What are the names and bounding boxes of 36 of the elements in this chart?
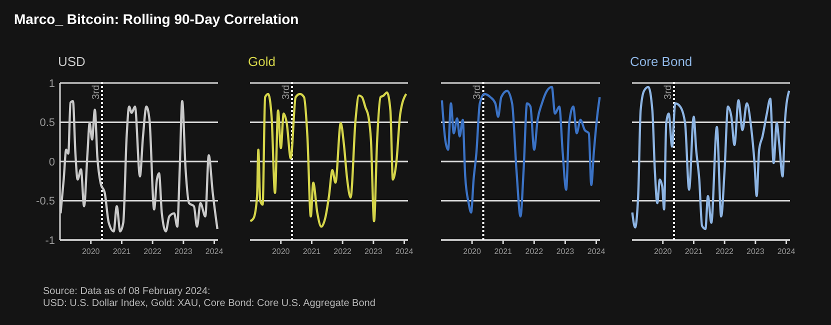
x-tick-label: 2022 — [525, 247, 544, 256]
y-tick-label: -1 — [45, 234, 55, 247]
chart-title: Marco_ Bitcoin: Rolling 90-Day Correlation — [14, 11, 299, 27]
ref-line-label: 3rd — [662, 85, 674, 100]
x-tick-label: 2020 — [272, 247, 290, 256]
x-tick-label: 2021 — [684, 247, 704, 256]
x-tick-label: 2023 — [556, 247, 575, 256]
x-tick-label: 2023 — [364, 247, 383, 256]
x-tick-label: 2020 — [82, 247, 100, 256]
x-tick-label: 2020 — [654, 247, 672, 256]
x-tick-label: 2021 — [112, 247, 132, 256]
series-label: Core Bond — [630, 54, 692, 69]
y-tick-label: 0 — [48, 156, 55, 168]
x-tick-label: 2024 — [587, 247, 606, 256]
x-tick-label: 2023 — [746, 247, 765, 256]
y-tick-label: 0.5 — [40, 117, 55, 130]
x-tick-label: 2022 — [334, 247, 352, 256]
text: Gold — [248, 54, 276, 69]
x-tick-label: 2024 — [395, 247, 414, 256]
line-series — [60, 100, 218, 232]
text: USD — [58, 54, 86, 69]
x-tick-label: 2021 — [302, 247, 322, 256]
source-note: Source: Data as of 08 February 2024: — [43, 286, 210, 297]
x-tick-label: 2020 — [463, 247, 482, 256]
y-tick-label: 1 — [48, 78, 55, 90]
x-tick-label: 2021 — [494, 247, 513, 256]
x-tick-label: 2022 — [716, 247, 734, 256]
ref-line-label: 3rd — [90, 85, 102, 100]
ref-line-label: 3rd — [472, 85, 484, 100]
x-tick-label: 2024 — [205, 247, 224, 256]
x-tick-label: 2024 — [777, 247, 796, 256]
x-tick-label: 2023 — [174, 247, 193, 256]
y-tick-label: -0.5 — [36, 196, 55, 208]
text: USD: U.S. Dollar Index, Gold: XAU, Core Bond: Core U.S. Aggregate Bond — [43, 298, 376, 309]
ref-line-label: 3rd — [280, 85, 292, 100]
x-tick-label: 2022 — [144, 247, 162, 256]
